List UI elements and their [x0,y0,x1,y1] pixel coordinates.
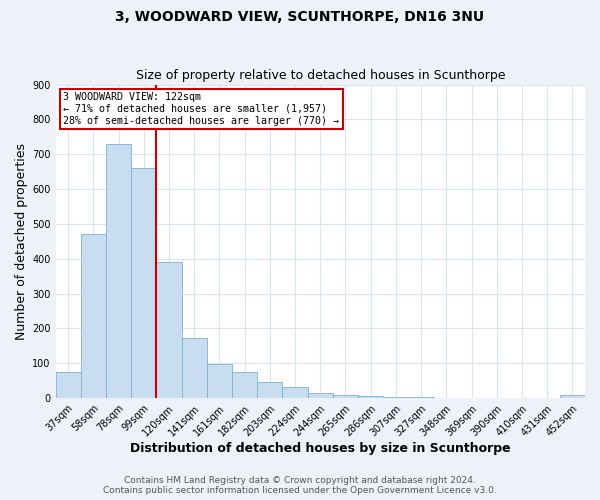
Bar [383,397,409,398]
Bar [131,168,157,398]
X-axis label: Distribution of detached houses by size in Scunthorpe: Distribution of detached houses by size … [130,442,511,455]
Text: 3 WOODWARD VIEW: 122sqm
← 71% of detached houses are smaller (1,957)
28% of semi: 3 WOODWARD VIEW: 122sqm ← 71% of detache… [64,92,340,126]
Bar [232,372,257,398]
Bar [106,144,131,398]
Bar [560,396,585,398]
Text: 3, WOODWARD VIEW, SCUNTHORPE, DN16 3NU: 3, WOODWARD VIEW, SCUNTHORPE, DN16 3NU [115,10,485,24]
Bar [358,396,383,398]
Text: Contains HM Land Registry data © Crown copyright and database right 2024.
Contai: Contains HM Land Registry data © Crown c… [103,476,497,495]
Bar [157,262,182,398]
Bar [182,338,207,398]
Bar [81,234,106,398]
Y-axis label: Number of detached properties: Number of detached properties [15,143,28,340]
Bar [207,364,232,398]
Bar [56,372,81,398]
Bar [283,386,308,398]
Bar [257,382,283,398]
Title: Size of property relative to detached houses in Scunthorpe: Size of property relative to detached ho… [136,69,505,82]
Bar [308,393,333,398]
Bar [333,394,358,398]
